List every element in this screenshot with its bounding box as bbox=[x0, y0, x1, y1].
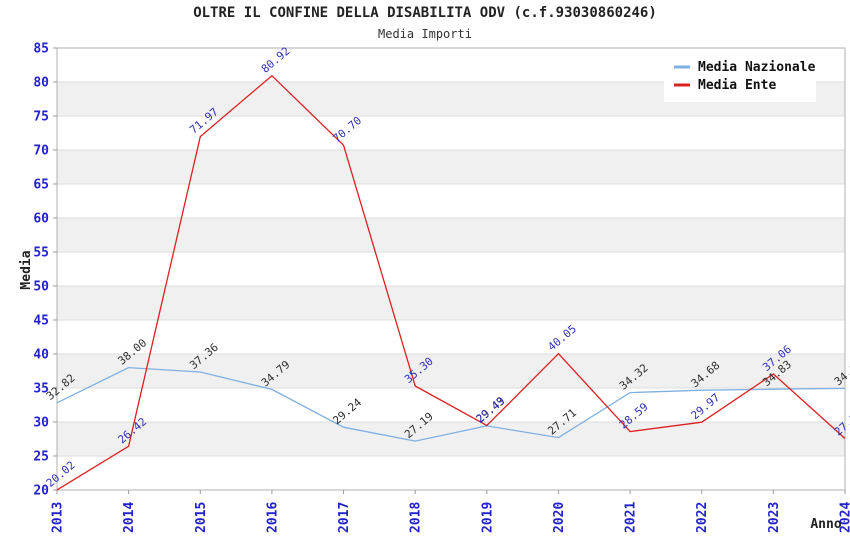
legend-background bbox=[664, 56, 816, 102]
x-tick-label: 2023 bbox=[767, 502, 782, 533]
y-axis-title: Media bbox=[19, 250, 34, 289]
y-tick-label: 75 bbox=[33, 110, 49, 125]
legend-label: Media Ente bbox=[698, 78, 776, 93]
y-tick-label: 20 bbox=[33, 484, 49, 499]
y-tick-label: 60 bbox=[33, 212, 49, 227]
legend-label: Media Nazionale bbox=[698, 60, 816, 75]
plot-bands bbox=[57, 82, 845, 456]
y-tick-label: 50 bbox=[33, 280, 49, 295]
chart-subtitle: Media Importi bbox=[378, 27, 472, 41]
plot-band bbox=[57, 286, 845, 320]
x-axis-title: Anno bbox=[810, 517, 841, 532]
series-line-media-nazionale bbox=[56, 366, 846, 442]
y-tick-label: 65 bbox=[33, 178, 49, 193]
plot-band bbox=[57, 150, 845, 184]
x-tick-label: 2021 bbox=[624, 502, 639, 533]
data-point-label: 29.97 bbox=[689, 391, 723, 422]
x-axis-labels: 2013 2014 2015 2016 2017 2018 2019 2020 2021 2022… bbox=[51, 502, 850, 533]
x-tick-label: 2017 bbox=[337, 502, 352, 533]
y-tick-label: 35 bbox=[33, 382, 49, 397]
data-point-label: 40.05 bbox=[545, 322, 579, 353]
x-tick-label: 2019 bbox=[480, 502, 495, 533]
x-tick-label: 2015 bbox=[194, 502, 209, 533]
y-tick-label: 70 bbox=[33, 144, 49, 159]
axis-ticks bbox=[53, 47, 846, 494]
legend-item-media-ente: Media Ente bbox=[674, 78, 776, 93]
legend: Media Nazionale Media Ente bbox=[664, 56, 816, 102]
y-tick-label: 45 bbox=[33, 314, 49, 329]
y-axis-labels: 20 25 30 35 40 45 50 55 60 65 70 75 80 85 bbox=[33, 42, 49, 499]
x-tick-label: 2016 bbox=[265, 502, 280, 533]
x-tick-label: 2020 bbox=[552, 502, 567, 533]
x-tick-label: 2022 bbox=[695, 502, 710, 533]
x-tick-label: 2024 bbox=[839, 502, 850, 533]
plot-band bbox=[57, 218, 845, 252]
plot-band bbox=[57, 422, 845, 456]
y-tick-label: 85 bbox=[33, 42, 49, 57]
data-point-label: 70.70 bbox=[330, 114, 364, 145]
y-tick-label: 55 bbox=[33, 246, 49, 261]
x-tick-label: 2013 bbox=[51, 502, 66, 533]
y-tick-label: 25 bbox=[33, 450, 49, 465]
chart-title: OLTRE IL CONFINE DELLA DISABILITA ODV (c… bbox=[193, 5, 657, 21]
y-tick-label: 40 bbox=[33, 348, 49, 363]
x-tick-label: 2018 bbox=[409, 502, 424, 533]
x-tick-label: 2014 bbox=[122, 502, 137, 533]
data-point-label: 80.92 bbox=[259, 44, 293, 75]
y-tick-label: 80 bbox=[33, 76, 49, 91]
legend-item-media-nazionale: Media Nazionale bbox=[674, 60, 816, 75]
plot-border bbox=[56, 47, 846, 491]
series-line-media-ente bbox=[56, 74, 846, 491]
y-tick-label: 30 bbox=[33, 416, 49, 431]
